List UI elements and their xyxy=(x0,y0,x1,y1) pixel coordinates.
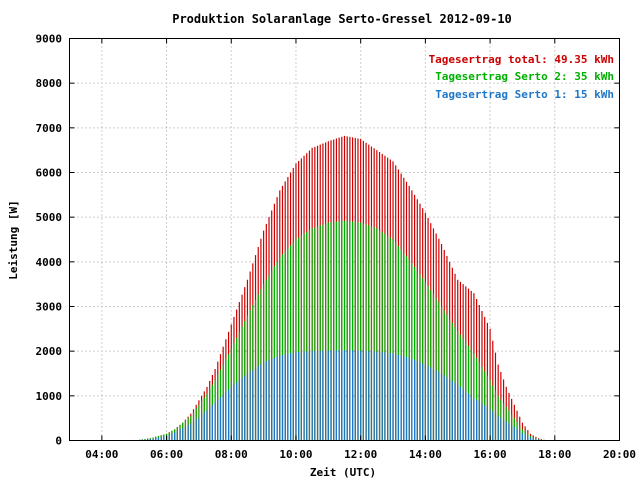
legend: Tagesertrag total: 49.35 kWh Tagesertrag… xyxy=(429,53,614,101)
y-tick-label: 7000 xyxy=(36,122,63,135)
y-tick-label: 8000 xyxy=(36,77,63,90)
x-tick-label: 10:00 xyxy=(279,448,312,461)
y-tick-label: 1000 xyxy=(36,390,63,403)
series-serto-1 xyxy=(136,350,545,441)
x-tick-label: 20:00 xyxy=(603,448,636,461)
y-tick-label: 4000 xyxy=(36,256,63,269)
x-tick-label: 14:00 xyxy=(409,448,442,461)
x-tick-label: 06:00 xyxy=(150,448,183,461)
y-tick-label: 3000 xyxy=(36,301,63,314)
plot-frame xyxy=(69,38,620,441)
y-tick-label: 0 xyxy=(55,435,62,448)
x-tick-label: 12:00 xyxy=(344,448,377,461)
y-tick-label: 2000 xyxy=(36,345,63,358)
y-tick-label: 9000 xyxy=(36,33,63,46)
legend-entry-total: Tagesertrag total: 49.35 kWh xyxy=(429,53,614,66)
legend-entry-serto2: Tagesertrag Serto 2: 35 kWh xyxy=(435,70,614,83)
legend-entry-serto1: Tagesertrag Serto 1: 15 kWh xyxy=(435,88,614,101)
y-tick-label: 5000 xyxy=(36,211,63,224)
x-tick-label: 04:00 xyxy=(85,448,118,461)
y-axis-label: Leistung [W] xyxy=(7,200,20,279)
y-tick-label: 6000 xyxy=(36,167,63,180)
x-tick-label: 16:00 xyxy=(474,448,507,461)
chart-title: Produktion Solaranlage Serto-Gressel 201… xyxy=(172,12,512,26)
x-tick-label: 08:00 xyxy=(215,448,248,461)
series-serto-2 xyxy=(136,220,545,441)
axis-ticks: 0 1000 2000 3000 4000 5000 6000 7000 8000 9000 04:… xyxy=(36,33,637,462)
bars xyxy=(136,135,545,441)
x-tick-label: 18:00 xyxy=(538,448,571,461)
series-total xyxy=(136,135,545,441)
x-axis-label: Zeit (UTC) xyxy=(310,466,376,479)
